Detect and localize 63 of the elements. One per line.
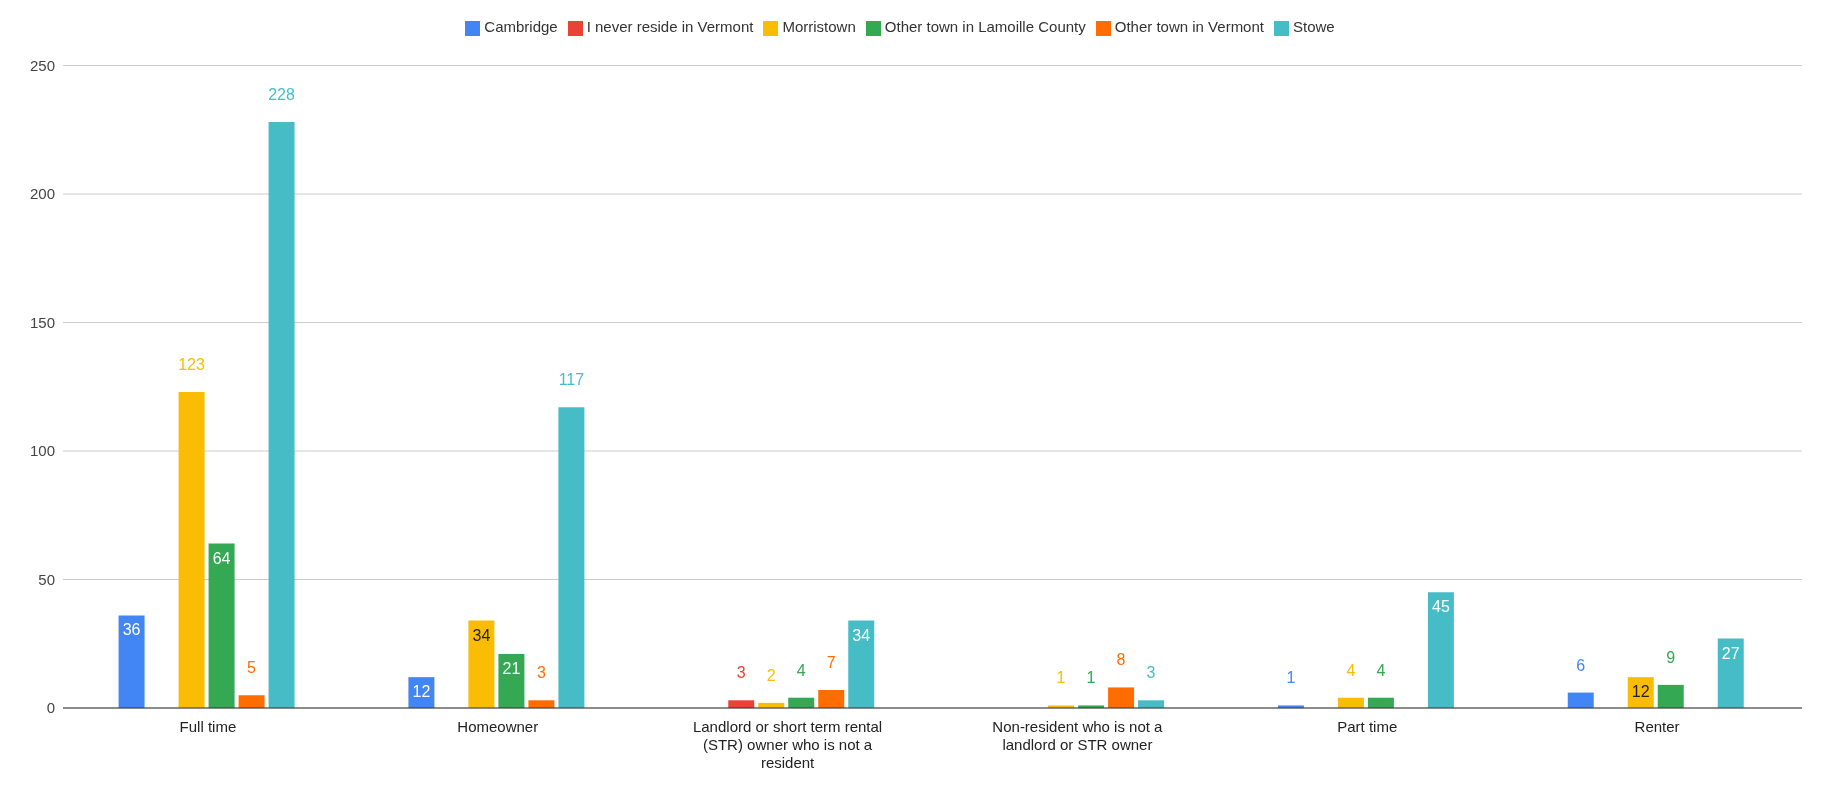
legend-label: Cambridge [484, 18, 558, 35]
bar [118, 615, 145, 708]
bar [208, 543, 235, 708]
data-label: 228 [268, 86, 296, 104]
data-label: 2 [766, 666, 776, 684]
x-tick-label: Part time [1337, 718, 1398, 735]
y-tick-label: 0 [46, 699, 55, 717]
data-label: 64 [212, 549, 231, 567]
bar [498, 654, 525, 708]
bar [468, 620, 495, 708]
bar [1567, 692, 1594, 708]
data-label: 3 [736, 664, 746, 682]
data-label: 5 [247, 659, 257, 677]
data-label: 12 [1631, 683, 1650, 701]
legend-label: Morristown [782, 18, 856, 35]
data-label: 34 [852, 626, 871, 644]
y-tick-label: 150 [29, 313, 55, 331]
bar [1138, 700, 1165, 708]
data-label: 123 [178, 355, 206, 373]
data-label: 4 [1376, 661, 1386, 679]
x-tick-label: Homeowner [457, 718, 539, 735]
data-label: 12 [412, 683, 431, 701]
bar [238, 695, 265, 708]
data-label: 6 [1576, 656, 1586, 674]
bar [728, 700, 755, 708]
bar [1427, 592, 1454, 708]
bar [1657, 684, 1684, 708]
data-label: 8 [1116, 651, 1126, 669]
legend-label: Other town in Vermont [1114, 18, 1264, 35]
x-tick-label: Non-resident who is not a landlord or STR owner [992, 718, 1164, 753]
data-label: 4 [796, 661, 806, 679]
bar [268, 122, 295, 708]
data-label: 9 [1666, 648, 1676, 666]
data-label: 34 [472, 626, 491, 644]
legend-label: Other town in Lamoille County [884, 18, 1086, 35]
bar [558, 407, 585, 708]
data-label: 7 [826, 654, 836, 672]
bar [818, 690, 845, 708]
data-label: 27 [1721, 644, 1740, 662]
y-tick-label: 100 [29, 442, 55, 460]
data-label: 36 [122, 621, 141, 639]
data-label: 21 [502, 660, 521, 678]
bar [178, 391, 205, 708]
bar [1717, 638, 1744, 708]
legend-label: Stowe [1292, 18, 1335, 35]
data-label: 45 [1432, 598, 1450, 616]
data-label: 117 [558, 371, 585, 389]
x-tick-label: Renter [1634, 718, 1680, 735]
data-label: 1 [1286, 669, 1296, 687]
bar [848, 620, 875, 708]
bar [1108, 687, 1135, 708]
x-tick-label: Landlord or short term rental (STR) owner who is not a resident [692, 718, 883, 771]
data-label: 3 [536, 664, 546, 682]
y-tick-label: 250 [29, 56, 55, 74]
data-label: 1 [1056, 669, 1066, 687]
bar [528, 700, 555, 708]
y-tick-label: 200 [29, 185, 55, 203]
data-label: 4 [1346, 661, 1356, 679]
data-label: 3 [1146, 664, 1156, 682]
y-tick-label: 50 [38, 570, 55, 588]
data-label: 1 [1086, 669, 1096, 687]
legend-label: I never reside in Vermont [586, 18, 754, 35]
x-tick-label: Full time [179, 718, 237, 735]
